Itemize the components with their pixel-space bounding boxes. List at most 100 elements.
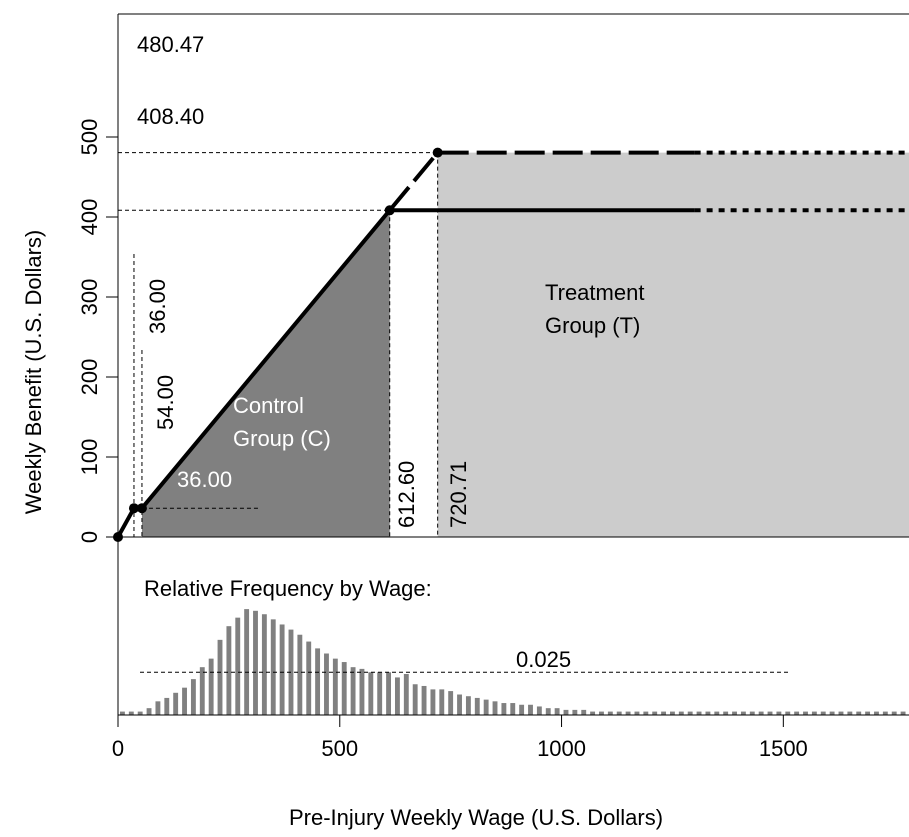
x-tick-label: 1500 <box>759 736 808 761</box>
frequency-bar <box>900 711 906 715</box>
kink-point <box>128 503 139 514</box>
frequency-bar <box>164 697 170 715</box>
frequency-panel-title: Relative Frequency by Wage: <box>144 576 432 601</box>
treatment-group-label: Treatment <box>545 280 644 305</box>
frequency-bar <box>270 619 276 715</box>
frequency-bar <box>359 668 365 715</box>
y-tick-label: 300 <box>77 279 102 316</box>
x-tick-label: 500 <box>321 736 358 761</box>
frequency-bar <box>368 672 374 715</box>
frequency-bar <box>412 684 418 715</box>
frequency-bar <box>740 711 746 715</box>
frequency-bar <box>377 672 383 715</box>
frequency-bar <box>563 709 569 715</box>
treatment-group-region <box>437 152 909 537</box>
frequency-bar <box>572 709 578 715</box>
frequency-bar <box>829 711 835 715</box>
frequency-bar <box>297 634 303 715</box>
frequency-bar <box>607 711 613 715</box>
frequency-bar <box>856 711 862 715</box>
frequency-bar <box>332 658 338 715</box>
y-min-label: 36.00 <box>177 467 232 492</box>
frequency-bar <box>536 706 542 715</box>
control-group-label: Group (C) <box>233 426 331 451</box>
frequency-bar <box>474 697 480 715</box>
frequency-bar <box>545 708 551 715</box>
frequency-bar <box>128 711 134 715</box>
frequency-bar <box>590 711 596 715</box>
frequency-bar <box>492 701 498 715</box>
frequency-bar <box>403 674 409 715</box>
frequency-bar <box>634 711 640 715</box>
frequency-bar <box>244 609 250 715</box>
frequency-bar <box>199 667 205 715</box>
frequency-bar <box>661 711 667 715</box>
x-min1-label: 36.00 <box>145 279 170 334</box>
frequency-bar <box>315 648 321 715</box>
frequency-bar <box>696 711 702 715</box>
frequency-bar <box>723 711 729 715</box>
frequency-bar <box>208 658 214 715</box>
frequency-bar <box>350 667 356 715</box>
frequency-bar <box>554 708 560 715</box>
frequency-bar <box>155 701 161 715</box>
frequency-bar <box>882 711 888 715</box>
frequency-bar <box>457 694 462 715</box>
frequency-bar <box>119 711 125 715</box>
axes: 0 100 200 300 400 500 0 500 1000 1500 <box>77 13 909 761</box>
x-kink-label: 612.60 <box>394 461 419 528</box>
x-max-label: 720.71 <box>446 461 471 528</box>
x-min2-label: 54.00 <box>153 375 178 430</box>
control-group-region <box>141 210 390 537</box>
frequency-bar <box>678 711 684 715</box>
y-tick-label: 200 <box>77 359 102 396</box>
y-max-label: 480.47 <box>137 32 204 57</box>
frequency-bar <box>758 711 764 715</box>
frequency-bar <box>439 689 445 715</box>
frequency-bar <box>616 711 622 715</box>
frequency-bar <box>341 662 347 715</box>
frequency-bar <box>714 711 720 715</box>
frequency-bar <box>261 614 267 715</box>
y-tick-label: 0 <box>77 531 102 543</box>
frequency-bar <box>803 711 808 715</box>
frequency-reference-label: 0.025 <box>516 647 571 672</box>
frequency-bar <box>501 703 507 715</box>
frequency-bar <box>865 711 871 715</box>
frequency-bar <box>146 708 152 715</box>
frequency-bar <box>820 711 826 715</box>
frequency-bar <box>421 685 427 715</box>
frequency-bar <box>652 711 658 715</box>
frequency-bar <box>235 617 241 715</box>
frequency-bar <box>811 711 817 715</box>
frequency-bar <box>137 711 143 715</box>
kink-point <box>384 205 395 216</box>
y-tick-label: 100 <box>77 439 102 476</box>
frequency-bar <box>253 610 258 715</box>
y-tick-label: 500 <box>77 119 102 156</box>
x-tick-label: 1000 <box>537 736 586 761</box>
kink-point <box>432 147 443 158</box>
frequency-bar <box>669 711 675 715</box>
frequency-bar <box>776 711 782 715</box>
y-tick-label: 400 <box>77 199 102 236</box>
benefit-line-dashed <box>388 150 695 212</box>
control-group-label: Control <box>233 393 304 418</box>
frequency-bar <box>217 639 223 715</box>
frequency-bar <box>794 711 800 715</box>
frequency-bar <box>173 692 179 715</box>
x-axis-title: Pre-Injury Weekly Wage (U.S. Dollars) <box>289 805 663 830</box>
frequency-bar <box>732 711 737 715</box>
frequency-bar <box>279 624 285 715</box>
y-axis-title: Weekly Benefit (U.S. Dollars) <box>21 230 46 514</box>
kink-point <box>136 503 147 514</box>
frequency-bar <box>625 711 631 715</box>
frequency-bar <box>483 699 489 715</box>
frequency-bar <box>891 711 897 715</box>
frequency-bar <box>874 711 879 715</box>
frequency-bar <box>599 711 604 715</box>
frequency-bar <box>430 689 436 715</box>
frequency-bar <box>182 687 187 715</box>
frequency-bar <box>519 704 525 715</box>
